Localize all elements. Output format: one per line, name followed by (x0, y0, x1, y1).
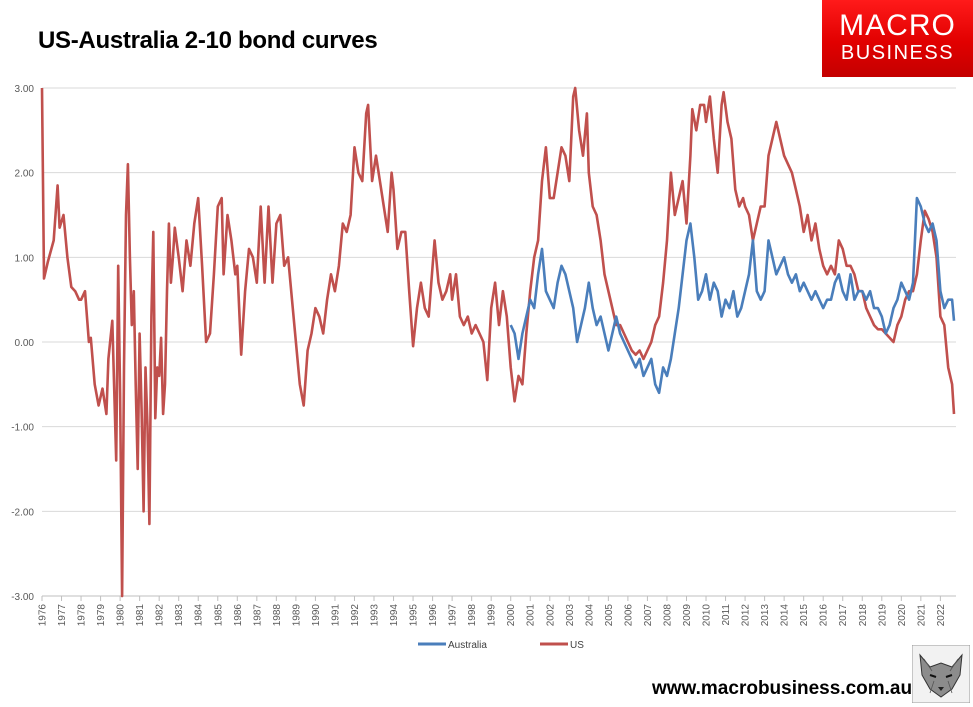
x-tick-label: 2010 (702, 604, 713, 627)
x-tick-label: 1998 (467, 604, 478, 627)
x-tick-label: 1996 (428, 604, 439, 627)
series-line-australia (509, 196, 956, 395)
x-tick-label: 1995 (409, 604, 420, 627)
legend-label-australia: Australia (448, 640, 487, 651)
x-tick-label: 2016 (819, 604, 830, 627)
y-tick-label: -2.00 (11, 507, 34, 518)
x-tick-label: 1981 (135, 604, 146, 627)
x-tick-label: 1976 (38, 604, 49, 627)
x-tick-label: 1990 (311, 604, 322, 627)
x-tick-label: 1986 (233, 604, 244, 627)
x-tick-label: 1983 (174, 604, 185, 627)
x-tick-label: 2003 (565, 604, 576, 627)
x-tick-label: 2015 (799, 604, 810, 627)
x-tick-label: 1994 (389, 604, 400, 627)
x-tick-label: 1980 (116, 604, 127, 627)
x-axis: 1976 1977 1978 1979 1980 1981 1982 1983 1984 1985… (38, 596, 947, 626)
x-tick-label: 2000 (506, 604, 517, 627)
y-tick-label: 0.00 (15, 338, 35, 349)
y-tick-label: 2.00 (15, 169, 35, 180)
x-tick-label: 1991 (330, 604, 341, 627)
x-tick-label: 2021 (916, 604, 927, 627)
x-tick-label: 2006 (623, 604, 634, 627)
x-tick-label: 2001 (526, 604, 537, 627)
x-tick-label: 1985 (213, 604, 224, 627)
x-tick-label: 2011 (721, 604, 732, 626)
x-tick-label: 1988 (272, 604, 283, 627)
y-axis: 3.00 2.00 1.00 0.00 -1.00 -2.00 -3.00 (11, 84, 34, 603)
x-tick-label: 2014 (780, 604, 791, 627)
x-tick-label: 1997 (448, 604, 459, 627)
x-tick-label: 2007 (643, 604, 654, 627)
x-tick-label: 2018 (858, 604, 869, 627)
x-tick-label: 1984 (194, 604, 205, 627)
x-tick-label: 2022 (936, 604, 947, 627)
logo-line2: BUSINESS (840, 42, 955, 64)
x-tick-label: 2019 (877, 604, 888, 627)
logo-line1: MACRO (839, 9, 956, 42)
macrobusiness-logo: MACRO BUSINESS (822, 0, 973, 77)
chart-title: US-Australia 2-10 bond curves (38, 27, 378, 54)
x-tick-label: 2020 (897, 604, 908, 627)
y-tick-label: -1.00 (11, 423, 34, 434)
x-tick-label: 1979 (96, 604, 107, 627)
x-tick-label: 1989 (291, 604, 302, 627)
x-tick-label: 2004 (584, 604, 595, 627)
series-lines (40, 86, 956, 598)
x-tick-label: 2005 (604, 604, 615, 627)
x-tick-label: 1993 (370, 604, 381, 627)
y-tick-label: 3.00 (15, 84, 35, 95)
x-tick-label: 1977 (57, 604, 68, 627)
legend-label-us: US (570, 640, 584, 651)
x-tick-label: 2002 (545, 604, 556, 627)
x-tick-label: 2009 (682, 604, 693, 627)
x-tick-label: 2008 (662, 604, 673, 627)
x-tick-label: 1982 (155, 604, 166, 627)
x-tick-label: 1978 (77, 604, 88, 627)
y-tick-label: 1.00 (15, 253, 35, 264)
legend: Australia US (418, 640, 584, 651)
x-tick-label: 1992 (350, 604, 361, 627)
x-tick-label: 1987 (252, 604, 263, 627)
wolf-logo-icon (912, 645, 970, 703)
x-tick-label: 1999 (487, 604, 498, 627)
x-tick-label: 2017 (838, 604, 849, 627)
series-line-us (40, 86, 956, 598)
x-tick-label: 2012 (741, 604, 752, 627)
gridlines (42, 87, 956, 597)
footer-url: www.macrobusiness.com.au (652, 678, 913, 699)
x-tick-label: 2013 (760, 604, 771, 627)
y-tick-label: -3.00 (11, 592, 34, 603)
